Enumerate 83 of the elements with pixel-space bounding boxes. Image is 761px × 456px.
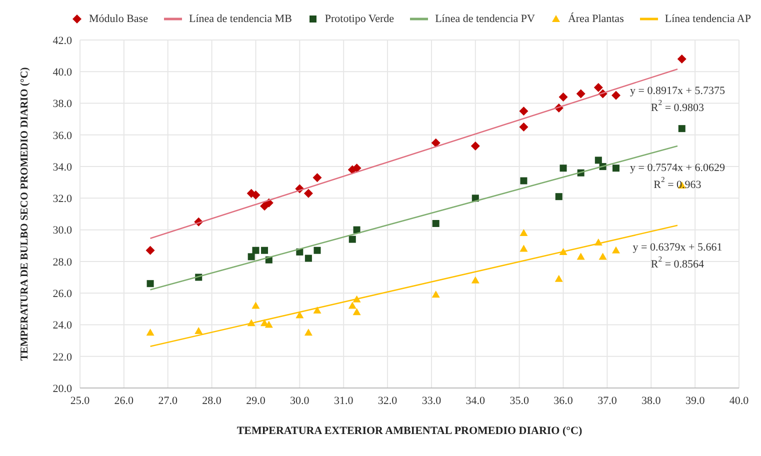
annotation: y = 0.8917x + 5.7375	[630, 84, 726, 97]
y-tick-label: 34.0	[52, 161, 72, 174]
point	[312, 173, 322, 182]
point	[554, 274, 563, 282]
point	[594, 156, 602, 164]
x-tick-label: 39.0	[685, 394, 706, 407]
y-tick-label: 26.0	[52, 288, 72, 300]
x-tick-label: 33.0	[422, 394, 442, 407]
y-tick-label: 24.0	[52, 320, 72, 332]
y-tick-label: 32.0	[52, 193, 72, 206]
y-tick-label: 42.0	[52, 34, 72, 47]
point	[313, 306, 322, 314]
point	[348, 236, 356, 243]
legend-label: Prototipo Verde	[324, 12, 394, 26]
point	[520, 228, 528, 236]
x-tick-label: 26.0	[114, 394, 134, 407]
x-tick-label: 31.0	[334, 394, 354, 407]
point	[558, 92, 568, 102]
point	[471, 276, 480, 284]
legend-label: Línea de tendencia PV	[434, 13, 535, 25]
point	[264, 320, 273, 328]
point	[612, 246, 620, 254]
point	[560, 164, 567, 172]
point	[261, 246, 268, 254]
point	[304, 328, 312, 336]
y-axis-title: TEMPERATURA DE BULBO SECO PROMEDIO DIARIO (°C)	[20, 66, 31, 361]
annotation: y = 0.7574x + 6.0629	[630, 162, 726, 174]
legend-label: Línea tendencia AP	[664, 13, 751, 25]
point	[598, 252, 607, 260]
x-tick-label: 35.0	[510, 394, 530, 407]
point	[611, 90, 620, 100]
legend-label: Módulo Base	[88, 12, 148, 26]
x-tick-label: 37.0	[598, 394, 618, 407]
point	[470, 141, 480, 150]
x-tick-label: 34.0	[466, 394, 486, 407]
point	[520, 177, 528, 184]
point	[348, 302, 356, 309]
x-tick-label: 40.0	[729, 394, 750, 407]
point	[520, 244, 528, 252]
point	[304, 188, 313, 198]
annotation: y = 0.6379x + 5.661	[632, 240, 722, 253]
point	[519, 122, 528, 132]
point	[252, 302, 260, 309]
point	[304, 254, 312, 262]
point	[252, 246, 260, 254]
point	[678, 125, 686, 132]
point	[576, 252, 585, 260]
x-axis-title: TEMPERATURA EXTERIOR AMBIENTAL PROMEDIO DIARIO (°C)	[236, 425, 582, 437]
annotation: R$^{2}$ = 0.8564	[650, 254, 705, 270]
y-tick-label: 36.0	[52, 130, 72, 142]
y-tick-label: 20.0	[52, 382, 72, 395]
point	[432, 290, 440, 298]
annotation: R$^{2}$ = 0.9803	[650, 98, 705, 114]
point	[194, 327, 203, 334]
point	[594, 82, 603, 92]
point	[352, 308, 361, 316]
x-tick-label: 38.0	[642, 394, 662, 407]
point	[432, 220, 440, 227]
point	[146, 246, 155, 255]
legend-label: Área Plantas	[566, 12, 624, 26]
y-tick-label: 30.0	[52, 224, 72, 237]
point	[146, 280, 154, 288]
x-tick-label: 36.0	[554, 394, 574, 407]
point	[677, 54, 686, 64]
y-tick-label: 40.0	[52, 66, 72, 79]
y-tick-label: 38.0	[52, 98, 72, 110]
x-tick-label: 28.0	[202, 394, 222, 407]
y-tick-label: 22.0	[52, 351, 72, 364]
x-tick-label: 25.0	[70, 394, 90, 407]
point	[431, 138, 440, 148]
point	[146, 328, 154, 336]
point	[248, 253, 255, 260]
x-tick-label: 30.0	[290, 394, 310, 407]
x-tick-label: 29.0	[246, 394, 266, 407]
point	[314, 246, 321, 254]
point	[612, 164, 620, 172]
y-tick-label: 28.0	[52, 256, 72, 268]
point	[576, 89, 586, 98]
legend-label: Línea de tendencia MB	[188, 13, 292, 25]
x-tick-label: 32.0	[378, 394, 398, 407]
point	[555, 193, 562, 200]
x-tick-label: 27.0	[158, 394, 178, 407]
point	[519, 106, 528, 116]
